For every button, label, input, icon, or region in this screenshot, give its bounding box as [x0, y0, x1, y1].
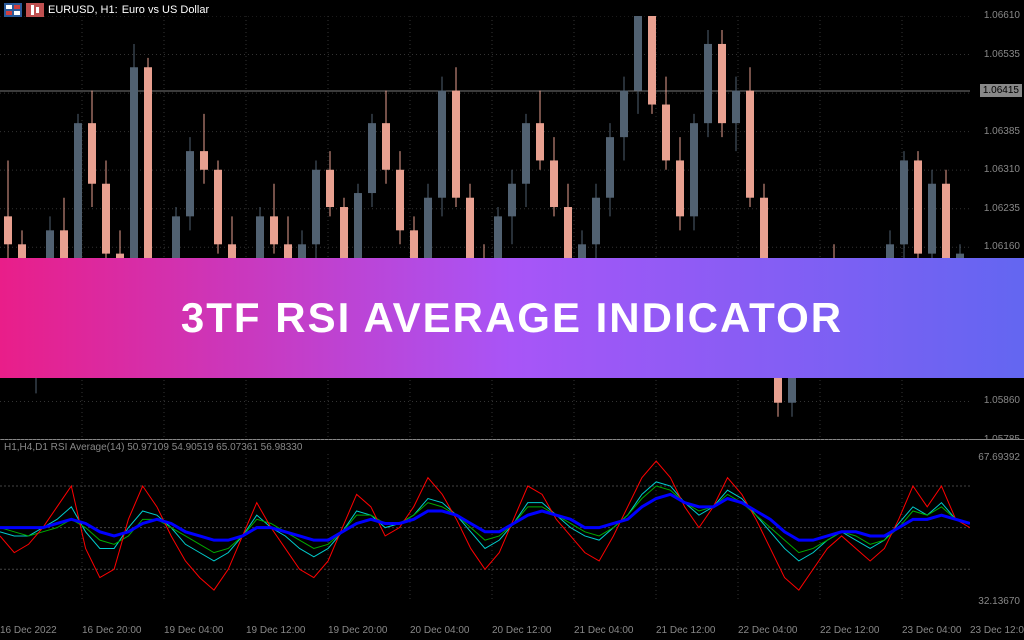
indicator-tick: 32.13670: [978, 596, 1020, 607]
time-tick: 20 Dec 04:00: [410, 625, 470, 636]
time-tick: 22 Dec 12:00: [820, 625, 880, 636]
current-price-box: 1.06415: [980, 84, 1022, 97]
symbol-description: Euro vs US Dollar: [122, 4, 209, 16]
rsi-indicator-panel[interactable]: H1,H4,D1 RSI Average(14) 50.97109 54.905…: [0, 440, 1024, 618]
price-tick: 1.06385: [984, 126, 1020, 137]
time-tick: 16 Dec 2022: [0, 625, 57, 636]
price-tick: 1.06310: [984, 164, 1020, 175]
indicator-axis: 67.69392 32.13670: [970, 440, 1024, 618]
candle-icon: [26, 2, 44, 18]
symbol-label: EURUSD, H1:: [48, 4, 118, 16]
price-tick: 1.05860: [984, 395, 1020, 406]
price-tick: 1.06610: [984, 10, 1020, 21]
time-tick: 16 Dec 20:00: [82, 625, 142, 636]
time-tick: 21 Dec 12:00: [656, 625, 716, 636]
time-tick: 19 Dec 20:00: [328, 625, 388, 636]
title-banner: 3TF RSI AVERAGE INDICATOR: [0, 258, 1024, 378]
time-tick: 23 Dec 12:00: [970, 625, 1024, 636]
time-tick: 23 Dec 04:00: [902, 625, 962, 636]
indicator-label: H1,H4,D1 RSI Average(14) 50.97109 54.905…: [4, 442, 302, 453]
chart-header: EURUSD, H1: Euro vs US Dollar: [4, 2, 209, 18]
price-tick: 1.06535: [984, 49, 1020, 60]
time-tick: 22 Dec 04:00: [738, 625, 798, 636]
banner-text: 3TF RSI AVERAGE INDICATOR: [181, 294, 843, 342]
indicator-tick: 67.69392: [978, 452, 1020, 463]
indicator-canvas[interactable]: [0, 454, 970, 602]
time-tick: 20 Dec 12:00: [492, 625, 552, 636]
bars-icon: [4, 2, 22, 18]
price-tick: 1.06160: [984, 241, 1020, 252]
time-tick: 21 Dec 04:00: [574, 625, 634, 636]
trading-chart: EURUSD, H1: Euro vs US Dollar 1.06610 1.0…: [0, 0, 1024, 640]
time-tick: 19 Dec 12:00: [246, 625, 306, 636]
time-tick: 19 Dec 04:00: [164, 625, 224, 636]
price-tick: 1.06235: [984, 203, 1020, 214]
time-axis: 16 Dec 2022 16 Dec 20:00 19 Dec 04:00 19 De…: [0, 618, 1024, 640]
